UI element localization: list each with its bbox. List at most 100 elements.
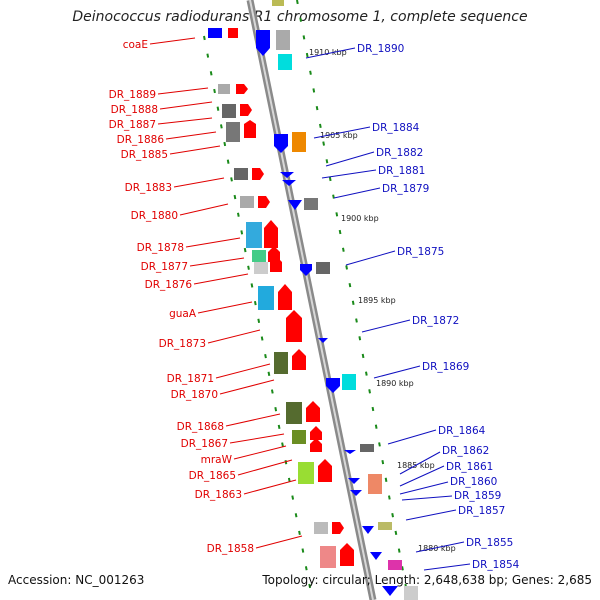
gene-feature xyxy=(298,462,314,484)
gene-arrow xyxy=(310,438,322,452)
gene-arrow xyxy=(326,378,340,393)
gene-feature xyxy=(360,444,374,452)
gene-arrow xyxy=(278,284,292,310)
gene-arrow xyxy=(292,349,306,370)
right-leader-lines xyxy=(305,47,471,571)
gene-label: coaE xyxy=(123,39,148,51)
gene-arrow xyxy=(256,30,270,56)
gene-label: DR_1858 xyxy=(207,543,254,555)
gene-arrow xyxy=(332,522,344,534)
gene-feature xyxy=(246,222,262,248)
gene-arrow xyxy=(370,552,382,560)
gene-label: DR_1882 xyxy=(376,147,423,159)
gene-label: DR_1860 xyxy=(450,476,497,488)
gene-label: DR_1880 xyxy=(131,210,178,222)
topology-text: Topology: circular; Length: 2,648,638 bp… xyxy=(262,573,592,587)
gene-label: DR_1871 xyxy=(167,373,214,385)
gene-label: DR_1868 xyxy=(177,421,224,433)
chromosome-backbone xyxy=(246,0,377,600)
gene-label: DR_1890 xyxy=(357,43,404,55)
gene-feature xyxy=(388,560,402,570)
kbp-label: 1910 kbp xyxy=(309,48,347,57)
gene-feature xyxy=(314,522,328,534)
gene-label: DR_1873 xyxy=(159,338,206,350)
gene-feature xyxy=(276,30,290,50)
gene-arrow xyxy=(286,310,302,342)
gene-arrow xyxy=(282,180,296,186)
gene-arrow xyxy=(288,200,302,210)
gene-arrow xyxy=(300,264,312,276)
gene-arrow xyxy=(236,84,248,94)
gene-label: DR_1867 xyxy=(181,438,228,450)
gene-label: DR_1859 xyxy=(454,490,501,502)
gene-arrow xyxy=(252,168,264,180)
gene-feature xyxy=(222,104,236,118)
gene-feature xyxy=(320,546,336,568)
gene-feature xyxy=(258,286,274,310)
gene-label: DR_1869 xyxy=(422,361,469,373)
gene-feature xyxy=(404,586,418,600)
gene-arrow xyxy=(264,220,278,248)
gene-arrow xyxy=(318,338,328,343)
gene-feature xyxy=(240,196,254,208)
gene-label: mraW xyxy=(201,454,233,466)
gene-label: DR_1875 xyxy=(397,246,444,258)
gene-label: DR_1861 xyxy=(446,461,493,473)
right-gene-labels: DR_1890 DR_1884 DR_1882 DR_1881 DR_1879 … xyxy=(357,43,520,571)
kbp-label: 1905 kbp xyxy=(320,131,358,140)
gene-label: DR_1872 xyxy=(412,315,459,327)
gene-feature xyxy=(292,132,306,152)
gene-arrow xyxy=(274,134,288,153)
gene-label: DR_1887 xyxy=(109,119,156,131)
gene-label: DR_1888 xyxy=(111,104,158,116)
gene-arrow xyxy=(270,256,282,272)
kbp-label: 1890 kbp xyxy=(376,379,414,388)
kbp-label: 1880 kbp xyxy=(418,544,456,553)
gene-label: DR_1854 xyxy=(472,559,520,571)
gene-feature xyxy=(272,0,284,6)
gene-feature xyxy=(274,352,288,374)
gene-feature xyxy=(292,430,306,444)
gene-feature xyxy=(278,54,292,70)
gene-arrow xyxy=(306,401,320,422)
gene-arrow xyxy=(318,459,332,482)
gene-label: DR_1863 xyxy=(195,489,242,501)
left-gene-labels: coaE DR_1889 DR_1888 DR_1887 DR_1886 DR_… xyxy=(109,39,254,555)
gene-feature xyxy=(252,250,266,262)
gene-feature xyxy=(368,474,382,494)
tick-marks xyxy=(203,0,409,599)
gene-label: DR_1870 xyxy=(171,389,218,401)
gene-label: DR_1881 xyxy=(378,165,425,177)
gene-label: DR_1855 xyxy=(466,537,513,549)
gene-label: DR_1886 xyxy=(117,134,165,146)
forward-genes xyxy=(208,28,354,568)
gene-feature xyxy=(218,84,230,94)
gene-feature xyxy=(342,374,356,390)
gene-label: DR_1885 xyxy=(121,149,168,161)
gene-arrow xyxy=(350,490,362,496)
gene-label: DR_1865 xyxy=(189,470,236,482)
map-title: Deinococcus radiodurans R1 chromosome 1,… xyxy=(72,9,528,25)
gene-arrow xyxy=(280,172,294,178)
gene-arrow xyxy=(240,104,252,116)
gene-label: DR_1876 xyxy=(145,279,193,291)
gene-label: DR_1864 xyxy=(438,425,486,437)
gene-label: DR_1857 xyxy=(458,505,505,517)
kbp-label: 1900 kbp xyxy=(341,214,379,223)
gene-feature xyxy=(226,122,240,142)
gene-arrow xyxy=(244,120,256,138)
accession-text: Accession: NC_001263 xyxy=(8,573,145,587)
gene-feature xyxy=(378,522,392,530)
gene-label: DR_1879 xyxy=(382,183,429,195)
gene-feature xyxy=(234,168,248,180)
gene-label: DR_1889 xyxy=(109,89,156,101)
gene-label: DR_1883 xyxy=(125,182,172,194)
gene-arrow xyxy=(228,28,238,38)
kbp-label: 1895 kbp xyxy=(358,296,396,305)
gene-label: guaA xyxy=(169,308,197,320)
gene-feature xyxy=(304,198,318,210)
gene-arrow xyxy=(344,450,356,454)
gene-feature xyxy=(254,262,268,274)
